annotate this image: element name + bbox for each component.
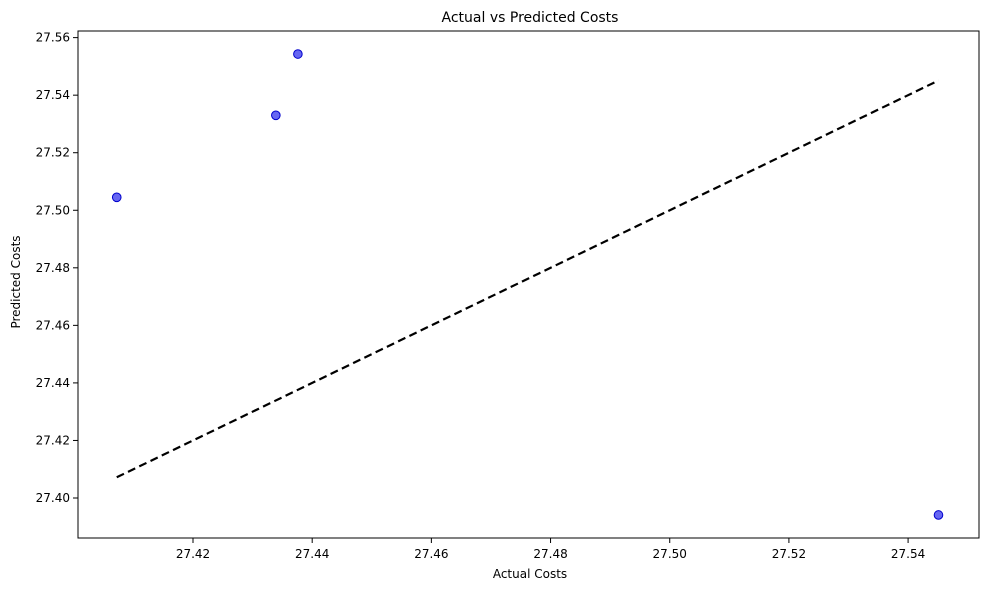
y-tick-label-1: 27.40 — [36, 491, 70, 505]
y-tick-label-7: 27.52 — [36, 146, 70, 160]
reference-line — [116, 79, 939, 479]
x-tick-label-3: 27.46 — [414, 547, 448, 561]
axes-frame — [77, 30, 980, 539]
x-tick-label-1: 27.42 — [176, 547, 210, 561]
y-tick-label-3: 27.44 — [36, 376, 70, 390]
y-tick-label-8: 27.54 — [36, 88, 70, 102]
data-point-4 — [933, 510, 944, 520]
data-point-1 — [111, 192, 122, 203]
data-point-2 — [271, 110, 281, 121]
x-tick-label-4: 27.48 — [533, 547, 567, 561]
x-tick-label-2: 27.44 — [295, 547, 329, 561]
y-tick-label-4: 27.46 — [36, 318, 70, 332]
y-axis-label: Predicted Costs — [9, 235, 23, 328]
y-tick-label-2: 27.42 — [36, 433, 70, 447]
x-tick-label-6: 27.52 — [772, 547, 806, 561]
data-point-3 — [293, 49, 303, 59]
y-tick-label-6: 27.50 — [36, 203, 70, 217]
plot-area: 27.42 27.44 27.46 27.48 27.50 27.52 27.54 27.40… — [36, 30, 980, 561]
x-tick-label-5: 27.50 — [653, 547, 687, 561]
y-tick-label-9: 27.56 — [36, 31, 70, 45]
chart-title: Actual vs Predicted Costs — [442, 10, 619, 26]
y-tick-label-5: 27.48 — [36, 261, 70, 275]
x-tick-label-7: 27.54 — [891, 547, 925, 561]
x-axis-label: Actual Costs — [493, 567, 567, 581]
